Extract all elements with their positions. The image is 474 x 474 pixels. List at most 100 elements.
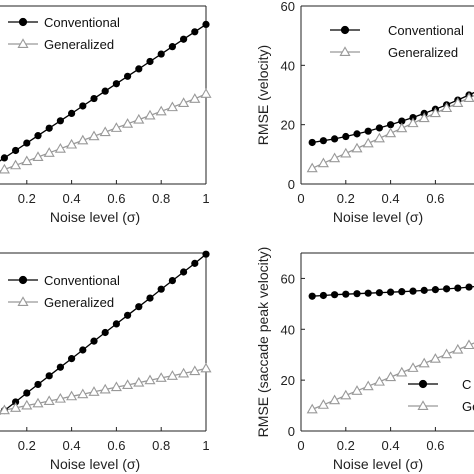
- panel1-series-2-point: [54, 142, 66, 153]
- panel1-series-1-point: [191, 28, 199, 36]
- panel3-series-2-point: [77, 388, 89, 399]
- panel3-series-2-point: [144, 374, 156, 385]
- panel2-series-1-point: [387, 121, 395, 129]
- panel2-series-1-point: [375, 124, 383, 132]
- panel4-series-2-point: [317, 399, 329, 409]
- panel4-x-axis-label: Noise level (σ): [333, 456, 423, 472]
- panel2-series-2-point: [396, 122, 408, 133]
- panel1-series-2-point: [99, 126, 111, 137]
- panel2-x-tick-label: 0: [297, 191, 304, 206]
- panel1-series-2-point: [200, 88, 212, 98]
- panel2-x-tick-label: 0.6: [426, 191, 444, 206]
- panel1-x-tick-label: 0.6: [107, 191, 125, 206]
- panel4-y-tick-label: 40: [281, 322, 295, 337]
- panel2-series-2-point: [362, 137, 374, 148]
- panel3-series-1-point: [23, 389, 31, 397]
- panel2-series-1-point: [308, 138, 316, 147]
- panel3-series-2-point: [122, 379, 134, 390]
- panel3-series-group: [0, 250, 212, 415]
- panel1-series-1-point: [68, 109, 76, 117]
- panel1-x-tick-label: 0.4: [63, 191, 81, 206]
- panel3-series-2-point: [21, 399, 33, 410]
- panel3-series-2-point: [66, 390, 78, 401]
- panel4-series-1-point: [353, 290, 361, 298]
- panel3-series-1-point: [168, 276, 176, 285]
- panel3-series-1-point: [202, 250, 210, 258]
- panel1-series-1-point: [112, 80, 120, 88]
- panel1-series-1-point: [157, 50, 165, 58]
- panel2-legend-label-1: Conventional: [388, 23, 464, 38]
- panel3-series-2-point: [88, 386, 100, 396]
- panel4-x-tick-label: 0: [297, 438, 304, 453]
- panel1-series-2-point: [21, 155, 33, 166]
- panel4-series-1-point: [398, 288, 406, 296]
- panel4-series-1-point: [387, 288, 395, 296]
- panel1-legend-label-2: Generalized: [44, 37, 114, 52]
- panel2-series-2-point: [373, 132, 385, 143]
- panel2-legend-marker-1: [340, 25, 350, 35]
- panel2-series-group: [306, 91, 474, 173]
- panel1-series-2-point: [66, 138, 78, 149]
- panel2-series-2-point: [452, 97, 464, 108]
- panel2-x-tick-label: 0.2: [337, 191, 355, 206]
- panel3-series-1-point: [157, 285, 165, 293]
- panel4-series-group: [306, 283, 474, 414]
- panel4-x-tick-label: 0.2: [337, 438, 355, 453]
- panel4-series-2-point: [340, 389, 352, 400]
- panel3-legend-marker-2: [17, 296, 29, 307]
- panel3-x-tick-label: 0.8: [152, 438, 170, 453]
- panel3-legend-label-2: Generalized: [44, 295, 114, 310]
- panel3-series-1-point: [180, 268, 188, 276]
- panel4-series-2-point: [351, 385, 363, 395]
- panel2-y-tick-label: 60: [281, 0, 295, 14]
- panel3-series-2-point: [178, 367, 190, 378]
- panel4-legend-label-1: C: [462, 377, 471, 392]
- panel3-x-tick-label: 0.2: [18, 438, 36, 453]
- panel2-series-2-point: [463, 92, 474, 102]
- panel1-series-1-point: [135, 65, 143, 73]
- panel2-series-2-point: [340, 147, 352, 158]
- panel1-series-1-point: [34, 132, 42, 140]
- panel2-series-2-point: [441, 102, 453, 113]
- panel4-series-1-point: [431, 286, 439, 294]
- panel4-series-2-point: [463, 339, 474, 350]
- panel4-series-2-point: [418, 357, 430, 368]
- panel3-series-2-point: [43, 395, 55, 406]
- panel1-series-2-point: [122, 118, 134, 128]
- panel2-series-1-point: [319, 137, 327, 145]
- panel4-series-1-point: [364, 289, 372, 297]
- panel4-x-tick-label: 0.4: [382, 438, 400, 453]
- panel2-series-1-point: [353, 130, 361, 138]
- panel4-series-2-point: [396, 366, 408, 377]
- panel2-series-line-2: [311, 95, 474, 169]
- panel2-legend-marker-2: [339, 46, 351, 57]
- panel3-series-1-point: [124, 311, 132, 319]
- panel1-series-2-point: [144, 109, 156, 120]
- panel4-series-2-point: [362, 380, 374, 391]
- panel1-series-2-point: [110, 122, 122, 132]
- panel4-series-line-2: [311, 342, 474, 411]
- panel2-x-axis-label: Noise level (σ): [333, 209, 423, 225]
- panel2-y-tick-label: 0: [288, 177, 295, 192]
- panel4-series-2-point: [373, 375, 385, 386]
- panel3-series-1-point: [135, 303, 143, 311]
- panel3-series-2-point: [200, 362, 212, 373]
- panel4-series-2-point: [385, 371, 397, 382]
- panel3-series-2-point: [189, 365, 201, 376]
- panel3-series-2-point: [110, 381, 122, 392]
- panel4-series-2-point: [329, 394, 341, 405]
- panel3-legend-label-1: Conventional: [44, 273, 120, 288]
- panel4-series-1-point: [443, 285, 451, 293]
- panel1-series-2-point: [178, 97, 190, 108]
- panel3-series-2-point: [133, 376, 145, 387]
- panel3-series-1-point: [112, 320, 120, 328]
- panel2-series-2-point: [418, 112, 430, 123]
- panel1-series-2-point: [0, 163, 10, 174]
- panel1-series-1-point: [146, 57, 154, 66]
- panel3-x-tick-label: 0.4: [63, 438, 81, 453]
- panel3-legend-marker-1: [18, 275, 28, 285]
- panel1-series-1-point: [45, 124, 53, 132]
- panel3-x-tick-label: 1: [202, 438, 209, 453]
- panel4-series-2-point: [306, 403, 318, 414]
